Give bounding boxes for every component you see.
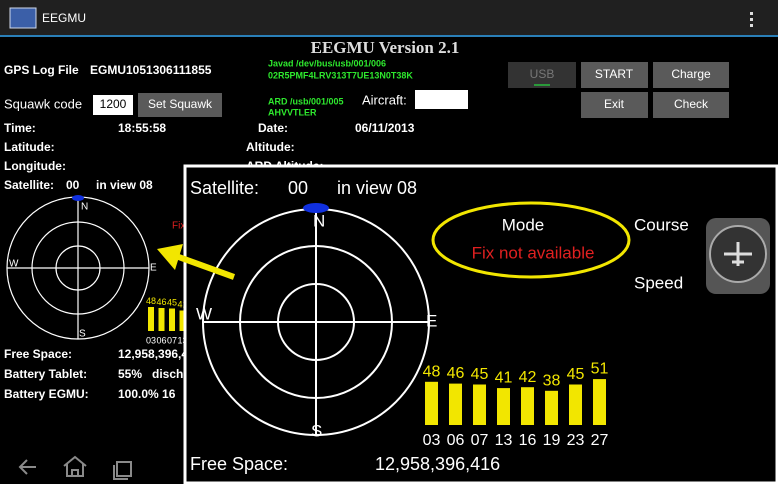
battery-egmu-label: Battery EGMU: [4, 387, 89, 401]
snr-label: 48 [146, 296, 156, 306]
snr-label: 45 [471, 366, 489, 383]
snr-label: 45 [167, 297, 177, 307]
heading-indicator-icon [706, 218, 770, 294]
battery-tablet-value: 55% disch [118, 367, 183, 381]
satellite-id: 16 [519, 432, 537, 449]
battery-tablet-label: Battery Tablet: [4, 367, 87, 381]
snr-label: 45 [567, 366, 585, 383]
gps-log-label: GPS Log File [4, 63, 79, 77]
satellite-id: 03 [146, 335, 156, 345]
satellite-id: 03 [423, 432, 441, 449]
satellite-id: 07 [471, 432, 489, 449]
longitude-label: Longitude: [4, 159, 66, 173]
check-text: Check [674, 97, 709, 111]
snr-label: 38 [543, 372, 561, 389]
inset-compass-e: E [426, 311, 437, 330]
ard-path: ARD /usb/001/005 [268, 96, 344, 106]
satellite-id: 06 [447, 432, 465, 449]
inset-free-space-label: Free Space: [190, 454, 288, 474]
latitude-label: Latitude: [4, 140, 55, 154]
inset-compass-s: S [311, 421, 322, 440]
snr-label: 42 [519, 369, 537, 386]
set-squawk-text: Set Squawk [148, 97, 213, 111]
javad-path: Javad /dev/bus/usb/001/006 [268, 58, 386, 68]
speed-label: Speed [634, 273, 683, 292]
snr-label: 46 [447, 365, 465, 382]
snr-label: 41 [495, 370, 513, 387]
snr-bar [169, 309, 175, 332]
ard-id: AHVVTLER [268, 107, 317, 117]
exit-text: Exit [604, 97, 625, 111]
satellite-id: 07 [167, 335, 177, 345]
snr-label: 46 [156, 297, 166, 307]
satellite-id: 19 [543, 432, 561, 449]
inset-compass-w: W [196, 304, 212, 323]
course-label: Course [634, 215, 689, 234]
version-title: EEGMU Version 2.1 [311, 38, 460, 57]
charge-text: Charge [671, 67, 711, 81]
squawk-value: 1200 [100, 97, 127, 111]
aircraft-label: Aircraft: [362, 92, 407, 107]
satellite-id: 06 [156, 335, 166, 345]
inset-satellite-label: Satellite: [190, 178, 259, 198]
gps-log-value: EGMU1051306111855 [90, 63, 212, 77]
snr-bar [425, 382, 438, 425]
date-label: Date: [258, 121, 288, 135]
small-compass-w: W [9, 259, 19, 270]
snr-bar [521, 387, 534, 425]
satellite-id: 13 [495, 432, 513, 449]
snr-label: 51 [591, 361, 609, 378]
snr-bar [449, 384, 462, 425]
squawk-label: Squawk code [4, 96, 82, 111]
snr-bar [159, 308, 165, 331]
app-bar-divider [0, 35, 778, 37]
aircraft-input[interactable] [415, 90, 468, 109]
inset-free-space-value: 12,958,396,416 [375, 454, 500, 474]
battery-egmu-value: 100.0% 16 [118, 387, 176, 401]
screen: EEGMU EEGMU Version 2.1 GPS Log File EGM… [0, 0, 778, 484]
satellite-id: 23 [567, 432, 585, 449]
satellite-in-view: in view 08 [96, 178, 153, 192]
start-text: START [595, 67, 634, 81]
small-satellite-dot [72, 195, 84, 201]
satellite-id: 27 [591, 432, 609, 449]
app-icon [10, 8, 36, 28]
small-compass-n: N [81, 202, 88, 213]
app-title: EEGMU [42, 11, 86, 25]
inset-satellite-in-view: in view 08 [337, 178, 417, 198]
inset-compass-n: N [313, 211, 325, 230]
mode-label: Mode [502, 215, 545, 234]
date-value: 06/11/2013 [355, 121, 415, 135]
time-label: Time: [4, 121, 36, 135]
satellite-label: Satellite: [4, 178, 54, 192]
altitude-label: Altitude: [246, 140, 295, 154]
snr-bar [148, 307, 154, 331]
javad-id: 02R5PMF4LRV313T7UE13N0T38K [268, 70, 413, 80]
time-value: 18:55:58 [118, 121, 166, 135]
satellite-count: 00 [66, 178, 80, 192]
mode-status: Fix not available [472, 243, 595, 262]
overflow-menu[interactable] [750, 12, 753, 27]
snr-label: 48 [423, 363, 441, 380]
snr-bar [473, 385, 486, 426]
small-compass-s: S [79, 329, 86, 340]
free-space-label: Free Space: [4, 347, 72, 361]
small-compass-e: E [150, 263, 157, 274]
snr-bar [545, 391, 558, 425]
usb-indicator [534, 84, 550, 86]
snr-bar [497, 388, 510, 425]
snr-bar [569, 385, 582, 426]
app-bar [0, 0, 778, 35]
usb-text: USB [530, 67, 555, 81]
snr-bar [593, 379, 606, 425]
inset-satellite-count: 00 [288, 178, 308, 198]
